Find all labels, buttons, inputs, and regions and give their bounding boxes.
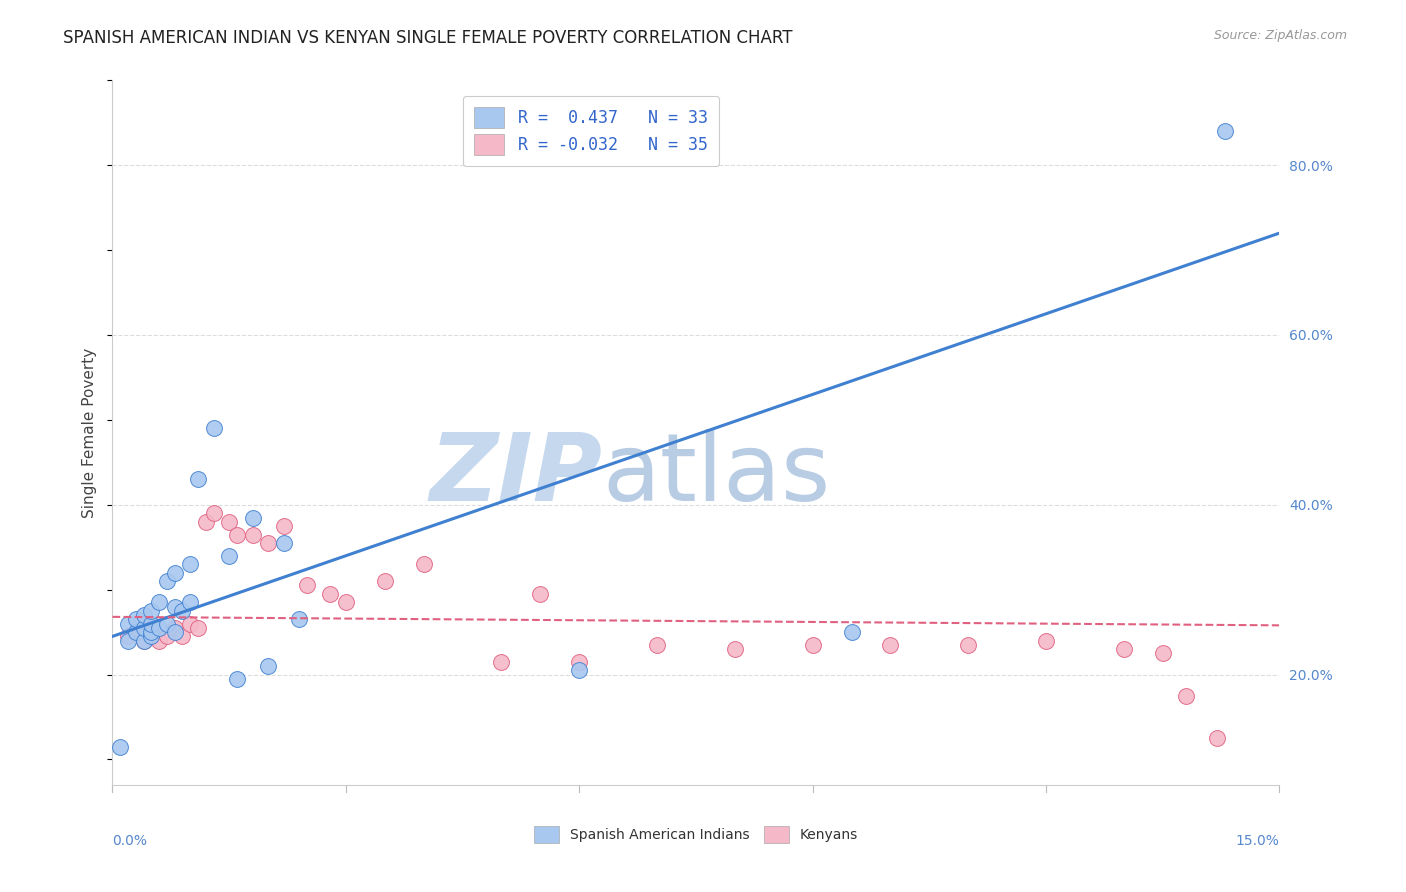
Point	[529, 587, 551, 601]
Point	[319, 587, 342, 601]
Point	[242, 510, 264, 524]
Point	[957, 638, 980, 652]
Legend: Spanish American Indians, Kenyans: Spanish American Indians, Kenyans	[529, 821, 863, 848]
Point	[841, 625, 863, 640]
Point	[257, 536, 280, 550]
Point	[125, 625, 148, 640]
Point	[218, 515, 240, 529]
Text: ZIP: ZIP	[430, 429, 603, 521]
Point	[163, 621, 186, 635]
Point	[148, 633, 170, 648]
Point	[163, 625, 186, 640]
Point	[1213, 124, 1236, 138]
Point	[141, 604, 163, 618]
Point	[202, 506, 225, 520]
Point	[645, 638, 668, 652]
Point	[187, 621, 209, 635]
Point	[491, 655, 513, 669]
Point	[117, 633, 139, 648]
Point	[125, 612, 148, 626]
Point	[202, 421, 225, 435]
Point	[226, 527, 249, 541]
Point	[163, 599, 186, 614]
Point	[1152, 646, 1174, 660]
Point	[117, 629, 139, 643]
Text: atlas: atlas	[603, 429, 831, 521]
Point	[335, 595, 357, 609]
Point	[148, 595, 170, 609]
Point	[141, 616, 163, 631]
Text: 0.0%: 0.0%	[112, 834, 148, 848]
Point	[132, 633, 155, 648]
Point	[568, 655, 591, 669]
Point	[117, 616, 139, 631]
Point	[257, 659, 280, 673]
Point	[801, 638, 824, 652]
Point	[374, 574, 396, 589]
Point	[132, 621, 155, 635]
Point	[218, 549, 240, 563]
Point	[156, 574, 179, 589]
Point	[163, 566, 186, 580]
Point	[125, 625, 148, 640]
Point	[288, 612, 311, 626]
Point	[242, 527, 264, 541]
Point	[226, 672, 249, 686]
Point	[141, 625, 163, 640]
Point	[156, 616, 179, 631]
Point	[1112, 642, 1135, 657]
Point	[1035, 633, 1057, 648]
Text: SPANISH AMERICAN INDIAN VS KENYAN SINGLE FEMALE POVERTY CORRELATION CHART: SPANISH AMERICAN INDIAN VS KENYAN SINGLE…	[63, 29, 793, 46]
Point	[110, 739, 132, 754]
Point	[273, 536, 295, 550]
Text: Source: ZipAtlas.com: Source: ZipAtlas.com	[1213, 29, 1347, 42]
Point	[412, 558, 434, 572]
Point	[179, 558, 201, 572]
Point	[141, 625, 163, 640]
Y-axis label: Single Female Poverty: Single Female Poverty	[82, 348, 97, 517]
Point	[172, 629, 194, 643]
Point	[194, 515, 217, 529]
Point	[1206, 731, 1229, 746]
Point	[156, 629, 179, 643]
Point	[132, 608, 155, 623]
Point	[273, 519, 295, 533]
Point	[1175, 689, 1198, 703]
Point	[187, 472, 209, 486]
Point	[148, 621, 170, 635]
Point	[172, 604, 194, 618]
Point	[141, 629, 163, 643]
Point	[295, 578, 318, 592]
Point	[132, 633, 155, 648]
Point	[724, 642, 747, 657]
Point	[179, 616, 201, 631]
Point	[568, 664, 591, 678]
Point	[179, 595, 201, 609]
Point	[879, 638, 901, 652]
Text: 15.0%: 15.0%	[1236, 834, 1279, 848]
